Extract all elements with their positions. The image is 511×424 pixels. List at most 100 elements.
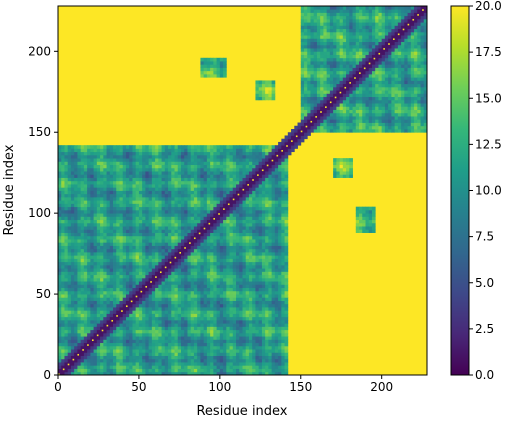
- heatmap-cell: [113, 242, 117, 246]
- heatmap-cell: [255, 307, 259, 311]
- heatmap-cell: [223, 252, 227, 256]
- heatmap-cell: [68, 171, 72, 175]
- heatmap-cell: [100, 369, 104, 373]
- heatmap-cell: [278, 207, 282, 211]
- heatmap-cell: [113, 249, 117, 253]
- heatmap-cell: [139, 278, 143, 282]
- heatmap-cell: [223, 197, 227, 201]
- heatmap-cell: [243, 369, 247, 373]
- heatmap-cell: [278, 258, 282, 262]
- heatmap-cell: [252, 333, 256, 337]
- heatmap-cell: [178, 155, 182, 159]
- heatmap-cell: [278, 197, 282, 201]
- heatmap-cell: [197, 284, 201, 288]
- heatmap-cell: [103, 275, 107, 279]
- heatmap-cell: [129, 265, 133, 269]
- heatmap-cell: [246, 165, 250, 169]
- heatmap-cell: [181, 262, 185, 266]
- heatmap-cell: [90, 158, 94, 162]
- heatmap-cell: [272, 246, 276, 250]
- heatmap-cell: [136, 281, 140, 285]
- heatmap-cell: [126, 356, 130, 360]
- heatmap-cell: [213, 168, 217, 172]
- heatmap-cell: [223, 291, 227, 295]
- heatmap-cell: [132, 197, 136, 201]
- heatmap-cell: [236, 213, 240, 217]
- heatmap-cell: [217, 291, 221, 295]
- heatmap-cell: [132, 207, 136, 211]
- heatmap-cell: [142, 310, 146, 314]
- heatmap-cell: [61, 187, 65, 191]
- heatmap-cell: [210, 369, 214, 373]
- heatmap-cell: [132, 365, 136, 369]
- heatmap-cell: [116, 223, 120, 227]
- heatmap-cell: [116, 210, 120, 214]
- heatmap-cell: [259, 210, 263, 214]
- heatmap-cell: [187, 359, 191, 363]
- heatmap-cell: [187, 226, 191, 230]
- heatmap-cell: [162, 317, 166, 321]
- heatmap-cell: [64, 255, 68, 259]
- heatmap-cell: [210, 365, 214, 369]
- heatmap-cell: [100, 294, 104, 298]
- heatmap-cell: [58, 216, 62, 220]
- heatmap-cell: [230, 297, 234, 301]
- heatmap-cell: [278, 145, 282, 149]
- heatmap-cell: [58, 152, 62, 156]
- heatmap-cell: [178, 194, 182, 198]
- heatmap-cell: [165, 326, 169, 330]
- heatmap-cell: [259, 317, 263, 321]
- heatmap-cell: [94, 301, 98, 305]
- heatmap-cell: [120, 191, 124, 195]
- heatmap-cell: [194, 187, 198, 191]
- heatmap-cell: [103, 216, 107, 220]
- heatmap-cell: [181, 187, 185, 191]
- heatmap-cell: [58, 207, 62, 211]
- heatmap-cell: [158, 268, 162, 272]
- heatmap-cell: [120, 152, 124, 156]
- heatmap-cell: [226, 297, 230, 301]
- heatmap-cell: [249, 291, 253, 295]
- heatmap-cell: [200, 333, 204, 337]
- heatmap-cell: [239, 349, 243, 353]
- heatmap-cell: [252, 187, 256, 191]
- heatmap-cell: [64, 165, 68, 169]
- heatmap-cell: [100, 194, 104, 198]
- heatmap-cell: [145, 359, 149, 363]
- heatmap-cell: [265, 207, 269, 211]
- heatmap-cell: [268, 203, 272, 207]
- heatmap-cell: [278, 304, 282, 308]
- heatmap-cell: [184, 168, 188, 172]
- heatmap-cell: [74, 168, 78, 172]
- heatmap-cell: [194, 349, 198, 353]
- heatmap-cell: [181, 223, 185, 227]
- heatmap-cell: [158, 161, 162, 165]
- heatmap-cell: [145, 339, 149, 343]
- heatmap-cell: [220, 349, 224, 353]
- heatmap-cell: [113, 194, 117, 198]
- heatmap-cell: [171, 288, 175, 292]
- heatmap-cell: [68, 178, 72, 182]
- heatmap-cell: [187, 194, 191, 198]
- heatmap-cell: [136, 165, 140, 169]
- heatmap-cell: [84, 307, 88, 311]
- heatmap-cell: [175, 184, 179, 188]
- heatmap-cell: [116, 165, 120, 169]
- heatmap-cell: [61, 307, 65, 311]
- heatmap-cell: [275, 369, 279, 373]
- heatmap-cell: [145, 152, 149, 156]
- heatmap-cell: [77, 284, 81, 288]
- heatmap-cell: [217, 216, 221, 220]
- heatmap-cell: [165, 333, 169, 337]
- heatmap-cell: [120, 294, 124, 298]
- heatmap-cell: [178, 307, 182, 311]
- heatmap-cell: [265, 258, 269, 262]
- heatmap-cell: [175, 168, 179, 172]
- heatmap-cell: [194, 265, 198, 269]
- heatmap-cell: [226, 336, 230, 340]
- heatmap-cell: [249, 356, 253, 360]
- heatmap-cell: [246, 229, 250, 233]
- heatmap-cell: [123, 314, 127, 318]
- heatmap-cell: [217, 294, 221, 298]
- heatmap-cell: [90, 197, 94, 201]
